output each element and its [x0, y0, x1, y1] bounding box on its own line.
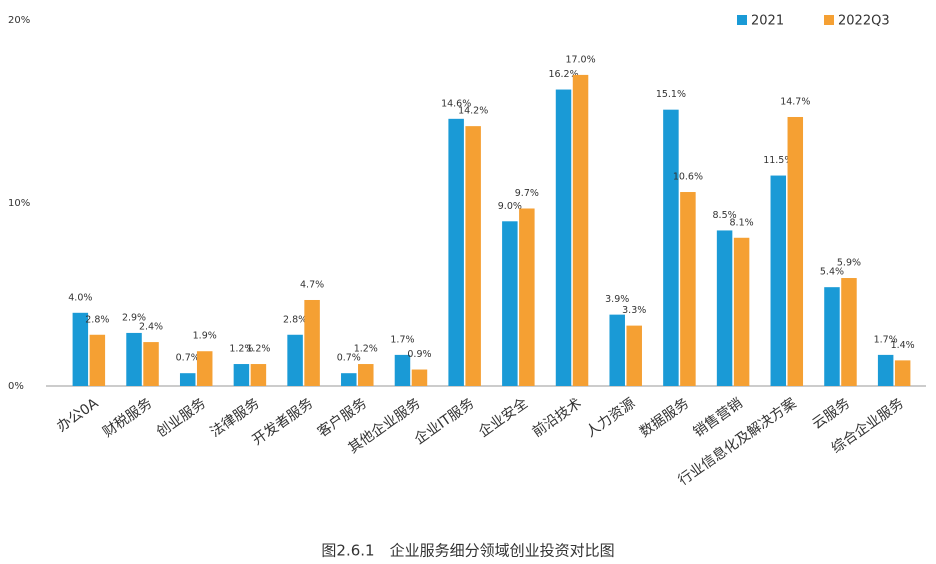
value-label: 1.2%: [229, 344, 253, 355]
value-label: 1.2%: [246, 344, 270, 355]
bar: [733, 237, 750, 386]
bar: [609, 314, 625, 386]
bar: [572, 74, 589, 387]
value-label: 4.0%: [68, 292, 92, 303]
bar: [287, 334, 303, 386]
value-label: 9.7%: [515, 188, 539, 199]
value-label: 3.3%: [622, 305, 646, 316]
bar: [448, 118, 464, 386]
bar: [341, 373, 357, 386]
bar: [394, 354, 411, 386]
x-tick-label: 企业安全: [475, 395, 531, 441]
value-label: 1.7%: [874, 334, 898, 345]
x-tick-label: 办公0A: [54, 395, 102, 435]
value-label: 5.9%: [837, 258, 861, 269]
value-label: 4.7%: [300, 279, 324, 290]
y-tick-label: 10%: [8, 198, 30, 209]
value-label: 0.9%: [407, 349, 431, 360]
x-tick-label: 开发者服务: [250, 395, 317, 448]
value-label: 0.7%: [337, 353, 361, 364]
x-tick-label: 前沿技术: [529, 395, 585, 441]
bar: [89, 334, 106, 386]
x-tick-label: 财税服务: [100, 395, 155, 440]
value-label: 2.8%: [85, 314, 109, 325]
value-label: 2.9%: [122, 312, 146, 323]
legend-swatch: [737, 15, 747, 25]
value-label: 8.5%: [713, 210, 737, 221]
bar: [770, 175, 787, 386]
bar: [894, 360, 911, 386]
bar: [841, 278, 857, 386]
bar: [663, 109, 679, 387]
x-tick-label: 数据服务: [637, 395, 692, 440]
y-tick-label: 20%: [8, 15, 30, 26]
bar: [126, 332, 142, 386]
bar: [465, 126, 481, 386]
bar: [877, 354, 894, 386]
bar: [233, 364, 250, 386]
value-label: 17.0%: [565, 54, 595, 65]
value-label: 1.2%: [354, 344, 378, 355]
value-label: 14.7%: [780, 96, 810, 107]
value-label: 16.2%: [548, 69, 578, 80]
value-label: 1.7%: [390, 334, 414, 345]
legend-label: 2022Q3: [838, 14, 890, 29]
bar: [824, 287, 840, 386]
bar: [411, 369, 428, 386]
bar: [304, 299, 320, 386]
bar: [358, 364, 374, 386]
value-label: 1.4%: [891, 340, 915, 351]
bar: [502, 221, 518, 386]
x-tick-label: 创业服务: [154, 395, 209, 440]
value-label: 14.2%: [458, 106, 488, 117]
value-label: 1.9%: [193, 331, 217, 342]
bar: [626, 325, 642, 386]
value-label: 2.4%: [139, 322, 163, 333]
value-label: 10.6%: [673, 172, 703, 183]
bar: [179, 373, 196, 386]
bar: [555, 89, 572, 386]
value-label: 5.4%: [820, 267, 844, 278]
value-label: 8.1%: [730, 217, 754, 228]
value-label: 0.7%: [176, 353, 200, 364]
bar: [196, 351, 213, 386]
y-tick-label: 0%: [8, 381, 24, 392]
value-label: 11.5%: [763, 155, 793, 166]
x-tick-label: 企业IT服务: [411, 395, 477, 448]
bar: [250, 364, 267, 386]
bar: [716, 230, 733, 386]
value-label: 9.0%: [498, 201, 522, 212]
legend-label: 2021: [751, 14, 784, 29]
chart-caption: 图2.6.1 企业服务细分领域创业投资对比图: [321, 542, 614, 560]
legend-swatch: [824, 15, 834, 25]
bar: [519, 208, 535, 386]
value-label: 14.6%: [441, 98, 471, 109]
value-label: 15.1%: [656, 89, 686, 100]
value-label: 3.9%: [605, 294, 629, 305]
x-tick-label: 云服务: [809, 395, 853, 432]
bar: [680, 192, 696, 386]
x-tick-label: 人力资源: [583, 395, 638, 440]
bar: [143, 342, 159, 386]
value-label: 2.8%: [283, 314, 307, 325]
bar: [787, 116, 804, 387]
bar: [72, 312, 89, 386]
